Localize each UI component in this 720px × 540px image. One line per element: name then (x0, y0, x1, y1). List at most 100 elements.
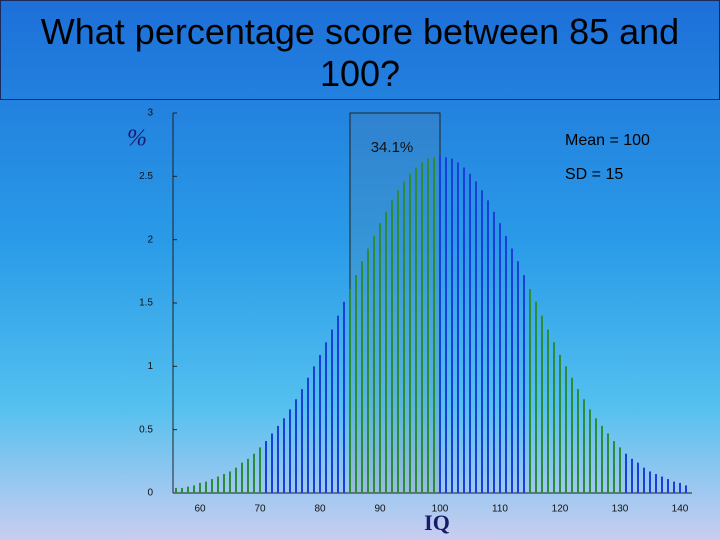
bar (427, 158, 429, 493)
bar (265, 441, 267, 493)
x-tick-label: 80 (314, 504, 326, 515)
bar (241, 462, 243, 493)
bar (631, 458, 633, 493)
bar (295, 399, 297, 493)
bar (361, 261, 363, 493)
bar (667, 479, 669, 493)
bar (565, 366, 567, 493)
bar (637, 462, 639, 493)
bar (535, 301, 537, 493)
y-tick-label: 2.5 (139, 171, 153, 182)
bar (343, 301, 345, 493)
bar (661, 476, 663, 493)
bar (487, 200, 489, 493)
bar (277, 425, 279, 493)
bar (517, 261, 519, 493)
bar (685, 485, 687, 493)
highlight-region (349, 112, 441, 494)
bar (433, 157, 435, 494)
x-tick-label: 90 (374, 504, 386, 515)
bar (337, 315, 339, 493)
bar (331, 329, 333, 493)
x-tick-label: 100 (432, 504, 449, 515)
bar (367, 248, 369, 493)
bar (679, 482, 681, 493)
bar (505, 235, 507, 493)
bar (547, 329, 549, 493)
bar (643, 467, 645, 493)
bar (217, 476, 219, 493)
bar (421, 162, 423, 493)
bar (283, 418, 285, 493)
bar (175, 487, 177, 493)
bar (601, 425, 603, 493)
bar (301, 389, 303, 493)
bar (559, 354, 561, 493)
x-tick-label: 60 (194, 504, 206, 515)
bar (187, 486, 189, 493)
bar (235, 467, 237, 493)
bar (529, 289, 531, 493)
bar (541, 315, 543, 493)
y-tick-label: 2 (147, 234, 153, 245)
bar (523, 275, 525, 493)
bar (199, 482, 201, 493)
bar (673, 481, 675, 493)
annotation: SD = 15 (565, 166, 623, 183)
x-axis-label: IQ (424, 510, 450, 535)
bar (253, 453, 255, 493)
bar (481, 190, 483, 493)
bar (595, 418, 597, 493)
bar (223, 474, 225, 493)
y-tick-label: 3 (147, 108, 153, 119)
x-tick-label: 140 (672, 504, 689, 515)
bar (655, 474, 657, 493)
bar (409, 173, 411, 494)
bar (649, 471, 651, 493)
bar (619, 447, 621, 493)
bar (553, 342, 555, 493)
x-tick-label: 110 (492, 504, 508, 515)
bar (259, 447, 261, 493)
bar (397, 190, 399, 493)
bar (355, 275, 357, 493)
bar (589, 409, 591, 493)
x-tick-label: 120 (552, 504, 569, 515)
x-tick-label: 130 (612, 504, 629, 515)
bar (391, 200, 393, 493)
slide-title: What percentage score between 85 and 100… (0, 0, 720, 100)
bar (247, 458, 249, 493)
bar (475, 181, 477, 493)
bar (193, 485, 195, 493)
bar (439, 156, 441, 494)
bar (451, 158, 453, 493)
annotation: Mean = 100 (565, 132, 650, 149)
bar (289, 409, 291, 493)
bar (577, 389, 579, 493)
bar (403, 181, 405, 493)
bar (571, 377, 573, 493)
bar (319, 354, 321, 493)
y-axis-label: % (127, 126, 147, 152)
bar (211, 479, 213, 493)
bar (385, 211, 387, 494)
bar (307, 377, 309, 493)
y-tick-label: 1 (147, 361, 153, 372)
bar (469, 173, 471, 494)
bar (625, 453, 627, 493)
bar (499, 223, 501, 493)
bar (607, 433, 609, 493)
y-tick-label: 0.5 (139, 424, 153, 435)
bar (181, 487, 183, 493)
annotation: 34.1% (371, 139, 414, 156)
bar (379, 223, 381, 493)
bar (373, 235, 375, 493)
bar (415, 167, 417, 493)
bar (613, 441, 615, 493)
bar (205, 481, 207, 493)
bar (457, 162, 459, 493)
bar (493, 211, 495, 494)
bar (349, 289, 351, 493)
bar (463, 167, 465, 493)
